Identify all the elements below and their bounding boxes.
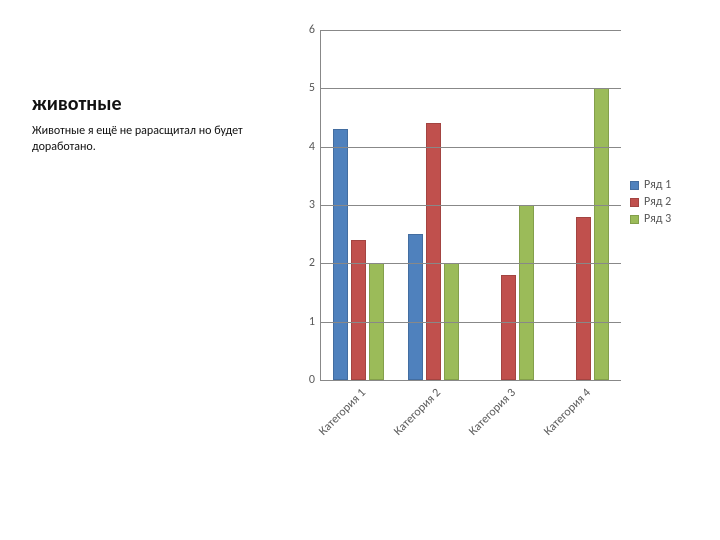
chart-ytick-label: 5 (309, 81, 315, 95)
legend-item: Ряд 3 (630, 212, 671, 226)
chart-legend: Ряд 1 Ряд 2 Ряд 3 (630, 175, 671, 229)
chart-ytick-label: 3 (309, 198, 315, 212)
chart-ytick-label: 6 (309, 23, 315, 37)
legend-label: Ряд 3 (644, 212, 671, 226)
chart-bar (501, 275, 516, 380)
chart-plot-area: 0123456Категория 1Категория 2Категория 3… (320, 30, 621, 381)
legend-item: Ряд 2 (630, 195, 671, 209)
chart-bar (519, 205, 534, 380)
page-root: животные Животные я ещё не рарасщитал но… (0, 0, 720, 540)
chart-bar (426, 123, 441, 380)
legend-swatch (630, 198, 639, 207)
chart-ytick-label: 2 (309, 256, 315, 270)
chart-ytick-label: 0 (309, 373, 315, 387)
page-body-text: Животные я ещё не рарасщитал но будет до… (32, 124, 252, 155)
chart-gridline (321, 147, 621, 148)
chart-bar (408, 234, 423, 380)
text-block: животные Животные я ещё не рарасщитал но… (32, 92, 252, 155)
chart-xtick-label: Категория 4 (541, 386, 594, 439)
chart-xtick-label: Категория 2 (391, 386, 444, 439)
legend-item: Ряд 1 (630, 178, 671, 192)
chart-xtick-label: Категория 1 (316, 386, 369, 439)
chart-xtick-label: Категория 3 (466, 386, 519, 439)
bar-chart: 0 1 2 3 4 5 6 Категория 1 Категория 2 Категория 3… (290, 20, 700, 490)
chart-gridline (321, 30, 621, 31)
chart-ytick-label: 4 (309, 140, 315, 154)
chart-bar (333, 129, 348, 380)
chart-bar (576, 217, 591, 380)
chart-bar (594, 88, 609, 380)
legend-swatch (630, 181, 639, 190)
chart-ytick-label: 1 (309, 315, 315, 329)
legend-label: Ряд 2 (644, 195, 671, 209)
chart-gridline (321, 88, 621, 89)
chart-gridline (321, 322, 621, 323)
chart-gridline (321, 263, 621, 264)
legend-label: Ряд 1 (644, 178, 671, 192)
chart-bar (351, 240, 366, 380)
legend-swatch (630, 215, 639, 224)
page-title: животные (32, 92, 252, 116)
chart-gridline (321, 205, 621, 206)
